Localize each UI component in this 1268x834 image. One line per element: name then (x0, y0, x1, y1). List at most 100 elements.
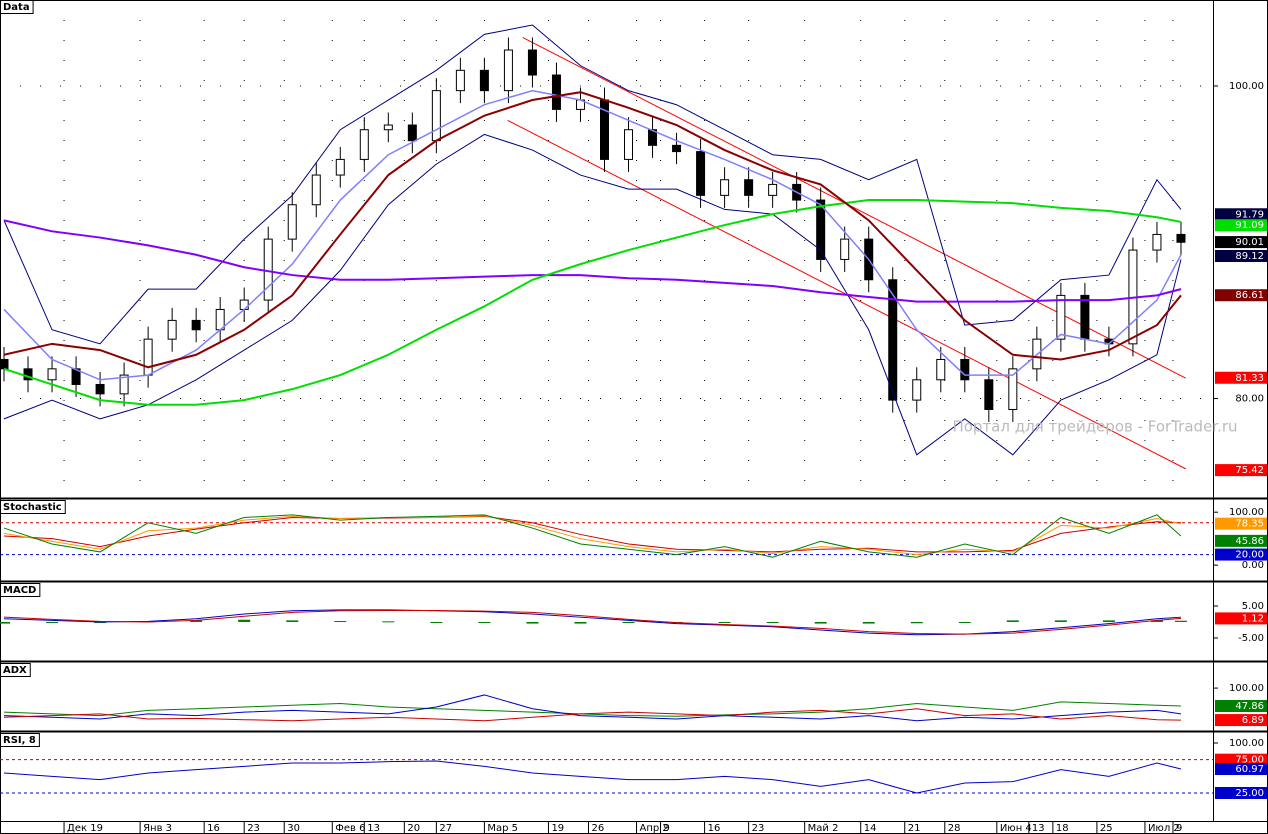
histogram-bar (526, 621, 539, 624)
histogram-bar (958, 621, 971, 623)
candle-body (191, 319, 201, 331)
histogram-bar (238, 619, 251, 622)
price-label-box (1215, 534, 1267, 547)
price-label-box (1215, 219, 1267, 232)
histogram-bar (622, 621, 635, 623)
price-label: 91.09 (1235, 220, 1264, 231)
series-line (3, 219, 1182, 303)
series-line (3, 708, 1181, 722)
price-label: 75.42 (1235, 465, 1264, 476)
price-label-box (1215, 236, 1267, 249)
histogram-bar (478, 621, 491, 623)
y-tick-label: -5.00 (1238, 633, 1264, 644)
x-tick-label: 28 (948, 823, 961, 834)
series-line (3, 515, 1182, 556)
series-line (3, 24, 1182, 345)
x-tick-label: Июн 4 (1000, 823, 1032, 834)
price-label: 1.12 (1242, 613, 1264, 624)
price-label-box (1215, 208, 1267, 221)
candle-body (551, 74, 561, 110)
price-label: 81.33 (1235, 373, 1264, 384)
x-tick-label: 16 (708, 823, 721, 834)
candle-body (455, 69, 465, 92)
x-tick-label: 25 (1100, 823, 1113, 834)
price-label-box (1215, 548, 1267, 561)
x-tick-label: 13 (367, 823, 380, 834)
panel-title-box (0, 583, 41, 597)
candle-body (143, 338, 153, 376)
candle-body (720, 179, 730, 196)
x-tick-label: 19 (551, 823, 564, 834)
x-tick-label: 23 (752, 823, 765, 834)
price-label-box (1215, 699, 1267, 712)
series-line (3, 760, 1182, 794)
price-label: 6.89 (1242, 715, 1264, 726)
price-label: 25.00 (1235, 788, 1264, 799)
series-line (3, 133, 1182, 456)
candle-body (936, 358, 946, 381)
candle-body (479, 69, 489, 92)
x-tick-label: 16 (207, 823, 220, 834)
x-tick-label: Май 2 (808, 823, 839, 834)
candle-body (335, 158, 345, 176)
y-tick-label: 100.00 (1229, 81, 1264, 92)
x-tick-label: 30 (287, 823, 300, 834)
candle-body (768, 183, 778, 196)
y-tick-label: 100.00 (1229, 683, 1264, 694)
panel-title: ADX (3, 665, 27, 676)
candle-body (1152, 233, 1162, 251)
candle-body (744, 179, 754, 196)
panel-title-box (0, 500, 66, 514)
candle-body (263, 238, 273, 301)
price-label: 86.61 (1235, 290, 1264, 301)
series-line (3, 199, 1182, 406)
x-tick-label: 27 (439, 823, 452, 834)
candle-body (95, 383, 105, 395)
panel-title-box (0, 733, 40, 747)
candle-body (167, 319, 177, 340)
histogram-bar (286, 620, 299, 622)
panel-title-box (0, 0, 34, 14)
series-line (3, 609, 1182, 635)
series-line (3, 91, 1182, 369)
candle-body (1176, 233, 1186, 243)
y-tick-label: 5.00 (1242, 601, 1264, 612)
x-tick-label: Дек 19 (67, 823, 103, 834)
candle-body (431, 90, 441, 142)
price-label: 78.35 (1235, 519, 1264, 530)
price-label: 75.00 (1235, 755, 1264, 766)
panel-title: MACD (3, 585, 36, 596)
price-label: 90.01 (1235, 237, 1264, 248)
price-label: 20.00 (1235, 550, 1264, 561)
series-line (3, 515, 1181, 553)
panel-title: Stochastic (3, 502, 62, 513)
x-tick-label: 9 (1176, 823, 1182, 834)
price-label-box (1215, 289, 1267, 302)
candle-body (1008, 368, 1018, 410)
panel-title-box (0, 663, 31, 677)
x-tick-label: 18 (1056, 823, 1069, 834)
x-tick-label: 21 (908, 823, 921, 834)
x-tick-label: Мар 5 (487, 823, 518, 834)
panel-title: RSI, 8 (3, 735, 36, 746)
candle-body (840, 238, 850, 260)
price-label: 89.12 (1235, 251, 1264, 262)
candle-body (239, 299, 249, 310)
price-label-box (1215, 714, 1267, 727)
trend-line (522, 37, 1187, 379)
candle-body (47, 368, 57, 381)
candle-body (984, 379, 994, 410)
price-label-box (1215, 371, 1267, 384)
candle-body (0, 358, 9, 370)
histogram-bar (1150, 620, 1163, 622)
candle-body (672, 144, 682, 153)
candle-body (359, 129, 369, 160)
series-line (3, 701, 1181, 717)
histogram-bar (382, 621, 395, 623)
x-tick-label: Янв 3 (143, 823, 172, 834)
x-tick-label: 20 (407, 823, 420, 834)
candle-body (527, 49, 537, 76)
histogram-bar (766, 621, 779, 623)
